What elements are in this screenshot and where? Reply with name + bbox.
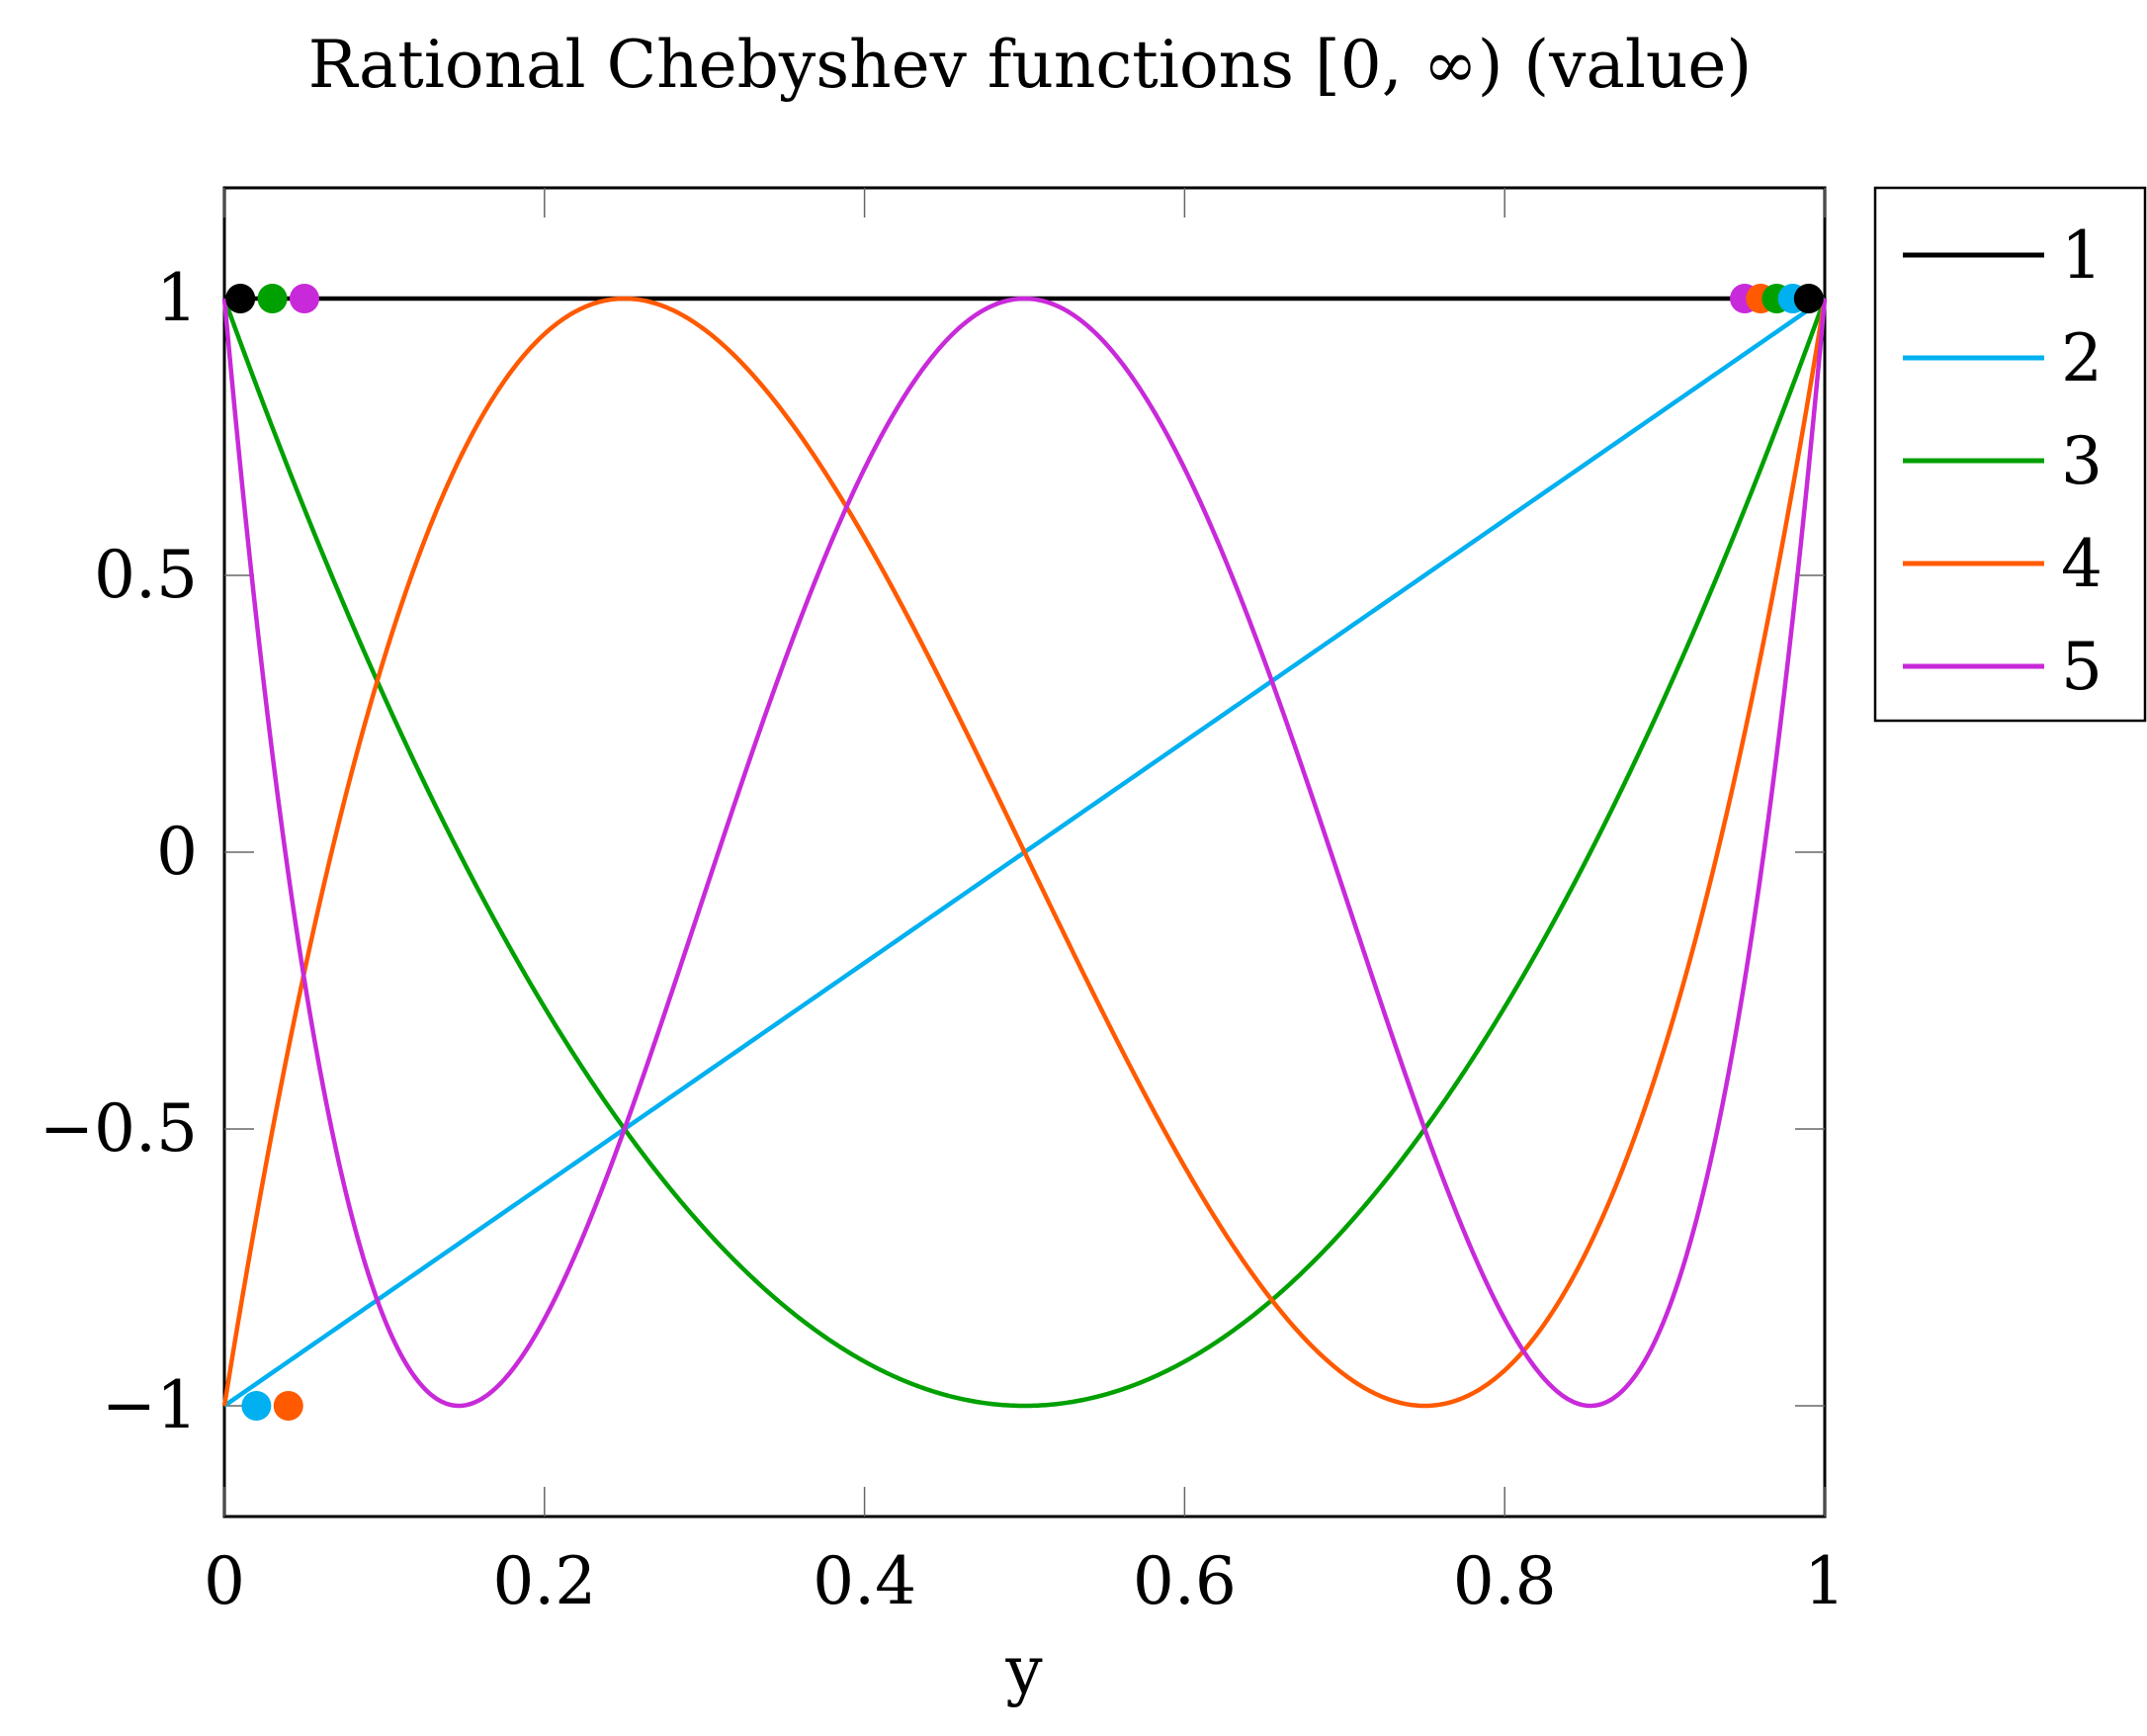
y-tick-label: 0.5 xyxy=(94,537,198,613)
legend-label-4: 4 xyxy=(2061,526,2103,602)
chart-title: Rational Chebyshev functions [0, ∞) (val… xyxy=(308,27,1753,103)
series-start-marker-1 xyxy=(225,284,256,313)
x-tick-label: 1 xyxy=(1804,1543,1846,1619)
y-tick-label: 0 xyxy=(156,814,198,890)
series-start-marker-5 xyxy=(289,284,319,313)
series-line-4 xyxy=(221,296,1828,1409)
series-end-marker-1 xyxy=(1793,284,1824,313)
legend: 1 2 3 4 5 xyxy=(1873,186,2147,723)
x-tick-label: 0.4 xyxy=(813,1543,916,1619)
x-tick-label: 0.6 xyxy=(1133,1543,1237,1619)
x-tick-label: 0 xyxy=(204,1543,245,1619)
legend-label-2: 2 xyxy=(2061,320,2103,396)
x-tick-label: 0.2 xyxy=(492,1543,596,1619)
series-start-marker-4 xyxy=(273,1391,303,1421)
legend-label-1: 1 xyxy=(2061,217,2103,294)
series-start-marker-2 xyxy=(241,1391,272,1421)
x-axis-label: y xyxy=(1004,1632,1043,1708)
y-tick-label: −0.5 xyxy=(40,1090,198,1167)
series-line-5 xyxy=(221,296,1828,1409)
y-tick-labels: 1 0.5 0 −0.5 −1 xyxy=(40,260,198,1443)
x-tick-labels: 0 0.2 0.4 0.6 0.8 1 xyxy=(204,1543,1846,1619)
legend-items: 1 2 3 4 5 xyxy=(1903,217,2103,705)
legend-box xyxy=(1873,186,2147,723)
plot-area xyxy=(221,186,1828,1519)
series-line-3 xyxy=(221,298,1828,1409)
series-lines xyxy=(221,296,1828,1409)
legend-label-5: 5 xyxy=(2061,629,2103,705)
y-tick-label: 1 xyxy=(156,260,198,336)
legend-label-3: 3 xyxy=(2061,423,2103,499)
series-markers xyxy=(225,284,1824,1421)
x-tick-label: 0.8 xyxy=(1453,1543,1557,1619)
y-tick-label: −1 xyxy=(102,1367,198,1443)
series-start-marker-3 xyxy=(257,284,288,313)
